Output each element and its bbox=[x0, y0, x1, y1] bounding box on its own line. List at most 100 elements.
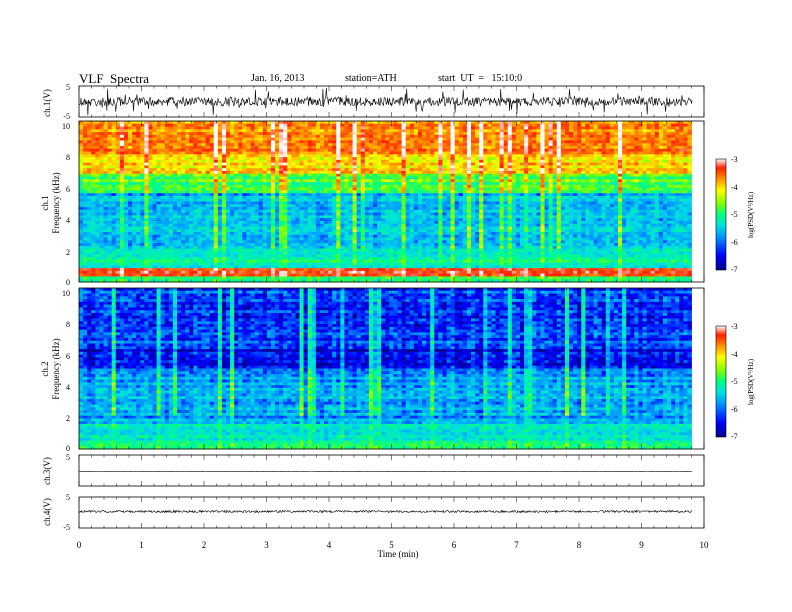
spectrogram-cell bbox=[328, 193, 333, 197]
spectrogram-cell bbox=[515, 193, 521, 197]
spectrogram-cell bbox=[687, 132, 692, 136]
spectrogram-cell bbox=[283, 168, 288, 172]
spectrogram-cell bbox=[646, 179, 652, 183]
spectrogram-cell bbox=[683, 159, 688, 164]
spectrogram-cell bbox=[654, 176, 660, 180]
spectrogram-cell bbox=[340, 201, 345, 205]
spectrogram-cell bbox=[185, 145, 190, 150]
spectrogram-cell bbox=[622, 143, 627, 147]
spectrogram-cell bbox=[348, 123, 353, 127]
spectrogram-cell bbox=[246, 126, 251, 130]
spectrogram-cell bbox=[360, 154, 366, 158]
spectrogram-cell bbox=[528, 121, 533, 125]
spectrogram-cell bbox=[393, 195, 398, 200]
spectrogram-cell bbox=[417, 126, 423, 130]
spectrogram-cell bbox=[552, 154, 558, 158]
spectrogram-cell bbox=[532, 145, 537, 150]
spectrogram-cell bbox=[156, 140, 162, 144]
spectrogram-cell bbox=[213, 187, 219, 191]
spectrogram-cell bbox=[654, 159, 660, 164]
spectrogram-cell bbox=[234, 209, 239, 214]
spectrogram-cell bbox=[438, 201, 443, 205]
spectrogram-cell bbox=[103, 145, 108, 150]
spectrogram-cell bbox=[356, 165, 362, 169]
spectrogram-cell bbox=[589, 134, 594, 139]
spectrogram-cell bbox=[209, 151, 215, 155]
spectrogram-cell bbox=[295, 123, 300, 127]
spectrogram-cell bbox=[299, 168, 304, 172]
spectrogram-cell bbox=[556, 129, 562, 133]
spectrogram-cell bbox=[556, 182, 562, 186]
spectrogram-cell bbox=[315, 126, 321, 130]
spectrogram-cell bbox=[221, 190, 227, 194]
spectrogram-cell bbox=[564, 134, 570, 139]
spectrogram-cell bbox=[491, 145, 496, 150]
spectrogram-cell bbox=[266, 193, 272, 197]
spectrogram-cell bbox=[368, 151, 374, 155]
spectrogram-cell bbox=[573, 123, 578, 127]
spectrogram-cell bbox=[373, 187, 378, 191]
spectrogram-cell bbox=[642, 168, 647, 172]
spectrogram-cell bbox=[650, 209, 656, 214]
spectrogram-cell bbox=[177, 198, 182, 202]
spectrogram-cell bbox=[454, 198, 460, 202]
spectrogram-cell bbox=[340, 209, 345, 214]
spectrogram-cell bbox=[630, 134, 635, 139]
spectrogram-cell bbox=[409, 159, 415, 164]
spectrogram-cell bbox=[622, 165, 627, 169]
spectrogram-cell bbox=[242, 126, 247, 130]
spectrogram-cell bbox=[401, 190, 407, 194]
spectrogram-cell bbox=[319, 140, 325, 144]
spectrogram-cell bbox=[332, 145, 337, 150]
spectrogram-cell bbox=[270, 165, 276, 169]
spectrogram-cell bbox=[209, 187, 215, 191]
spectrogram-cell bbox=[409, 134, 415, 139]
spectrogram-cell bbox=[413, 198, 419, 202]
spectrogram-cell bbox=[193, 159, 198, 164]
spectrogram-cell bbox=[511, 123, 517, 127]
spectrogram-cell bbox=[662, 182, 668, 186]
spectrogram-cell bbox=[352, 159, 358, 164]
spectrogram-cell bbox=[430, 132, 435, 136]
spectrogram-cell bbox=[205, 157, 211, 161]
spectrogram-cell bbox=[536, 173, 541, 177]
spectrogram-cell bbox=[213, 140, 219, 144]
spectrogram-cell bbox=[577, 173, 582, 177]
spectrogram-cell bbox=[654, 193, 660, 197]
spectrogram-cell bbox=[254, 121, 260, 125]
spectrogram-cell bbox=[397, 165, 402, 169]
spectrogram-cell bbox=[185, 195, 190, 200]
spectrogram-cell bbox=[299, 198, 304, 202]
spectrogram-cell bbox=[609, 165, 615, 169]
spectrogram-cell bbox=[613, 121, 619, 125]
spectrogram-cell bbox=[409, 182, 415, 186]
spectrogram-cell bbox=[458, 182, 464, 186]
spectrogram-cell bbox=[634, 148, 639, 152]
spectrogram-cell bbox=[303, 198, 309, 202]
spectrogram-cell bbox=[254, 151, 260, 155]
spectrogram-cell bbox=[475, 173, 480, 177]
spectrogram-cell bbox=[475, 195, 480, 200]
spectrogram-cell bbox=[99, 207, 104, 211]
spectrogram-cell bbox=[172, 170, 178, 175]
spectrogram-cell bbox=[213, 207, 219, 211]
spectrogram-cell bbox=[205, 165, 211, 169]
spectrogram-cell bbox=[258, 123, 264, 127]
spectrogram-cell bbox=[466, 182, 472, 186]
spectrogram-cell bbox=[377, 123, 382, 127]
spectrogram-cell bbox=[324, 134, 329, 139]
spectrogram-cell bbox=[140, 134, 145, 139]
spectrogram-cell bbox=[144, 179, 149, 183]
spectrogram-cell bbox=[160, 126, 166, 130]
spectrogram-cell bbox=[679, 187, 684, 191]
spectrogram-cell bbox=[609, 162, 615, 166]
spectrogram-cell bbox=[458, 209, 464, 214]
spectrogram-cell bbox=[679, 145, 684, 150]
spectrogram-cell bbox=[581, 207, 586, 211]
spectrogram-cell bbox=[287, 137, 292, 141]
spectrogram-cell bbox=[536, 145, 541, 150]
spectrogram-cell bbox=[524, 132, 529, 136]
spectrogram-cell bbox=[209, 198, 215, 202]
spectrogram-cell bbox=[581, 193, 586, 197]
spectrogram-cell bbox=[128, 148, 133, 152]
